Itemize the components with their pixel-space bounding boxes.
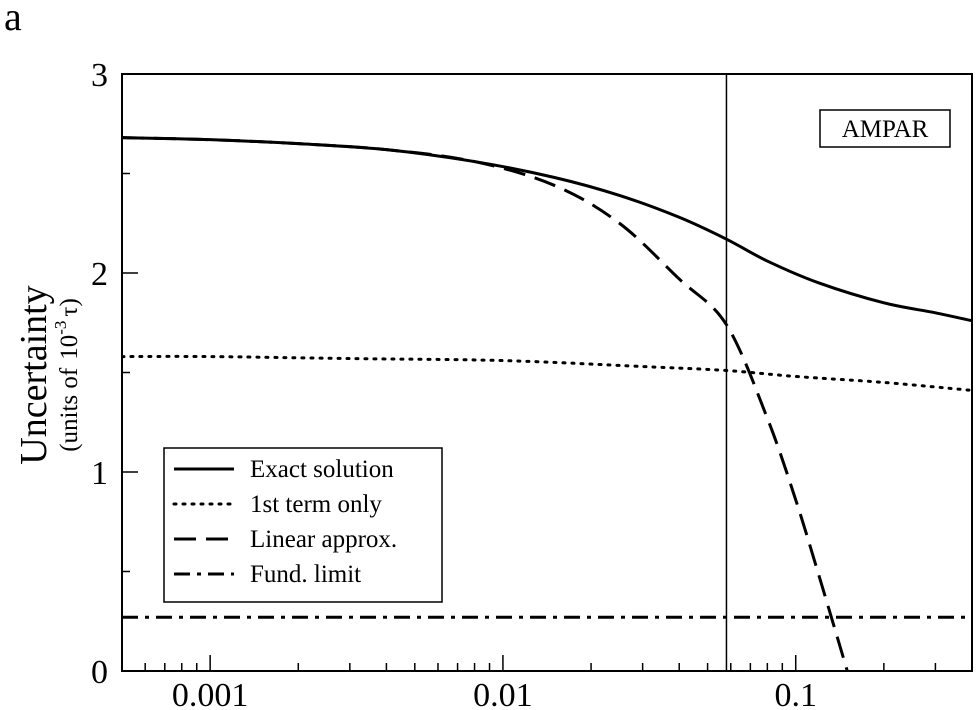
y-tick-label: 3	[91, 57, 108, 94]
legend-label: Exact solution	[250, 456, 394, 483]
legend: Exact solution 1st term only Linear approx…	[163, 447, 443, 603]
annotation-box-label: AMPAR	[842, 116, 929, 143]
x-tick-label: 0.001	[172, 677, 249, 710]
x-tick-label: 0.1	[774, 677, 817, 710]
y-tick-label: 2	[91, 256, 108, 293]
series-line-exact-solution	[122, 136, 972, 323]
legend-label: Fund. limit	[250, 561, 361, 588]
annotation-box: AMPAR	[819, 109, 951, 148]
y-axis-units: (units of 10-3 τ)	[51, 298, 83, 452]
panel-label: a	[4, 0, 22, 39]
y-axis-label: Uncertainty (units of 10-3 τ)	[13, 285, 83, 464]
y-axis-units-symbol: τ)	[56, 298, 83, 316]
y-axis-units-prefix: (units of	[56, 367, 83, 452]
legend-frame	[163, 447, 443, 603]
legend-label: 1st term only	[250, 491, 382, 518]
legend-label: Linear approx.	[250, 526, 397, 553]
y-tick-label: 0	[91, 654, 108, 691]
y-axis-units-power: -3	[51, 321, 70, 335]
annotation-box-frame	[819, 109, 951, 148]
series-line-1st-term-only	[122, 354, 972, 392]
series-line-linear-approx	[122, 136, 849, 671]
y-axis-title: Uncertainty	[13, 285, 55, 464]
series-group	[122, 136, 972, 671]
tick-labels: 0.001 0.01 0.1 0 1 2 3	[91, 57, 817, 710]
y-axis-units-base: 10	[56, 335, 83, 360]
y-tick-label: 1	[91, 455, 108, 492]
x-tick-label: 0.01	[473, 677, 533, 710]
plot-frame	[121, 73, 973, 672]
